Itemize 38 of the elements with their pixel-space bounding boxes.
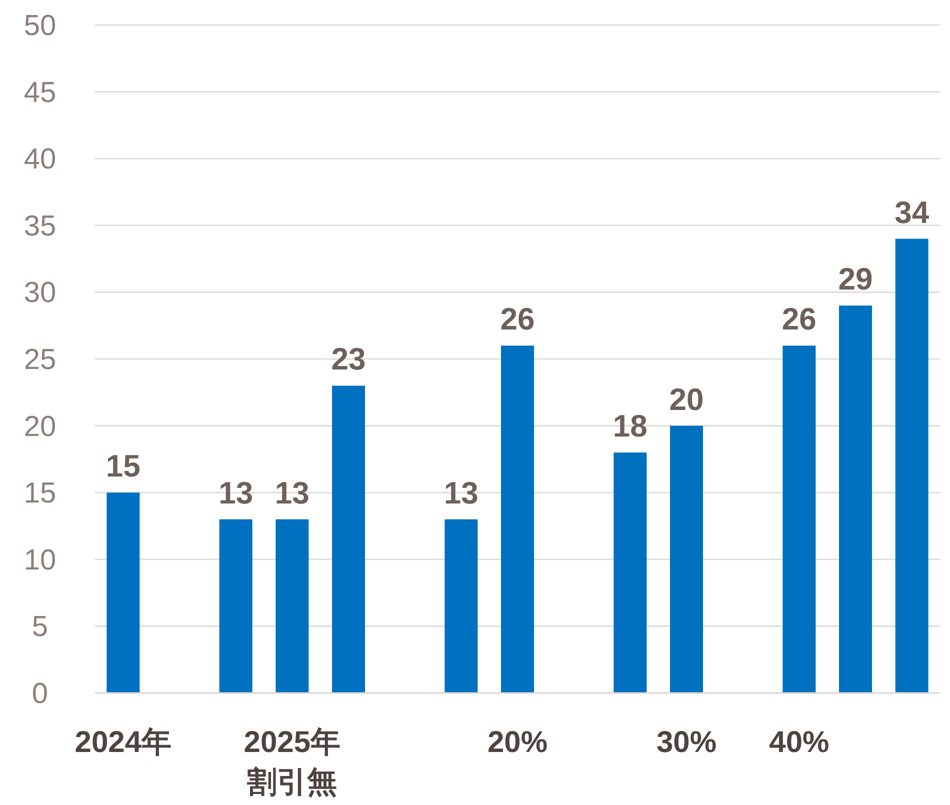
y-tick-label: 40	[24, 144, 56, 176]
bar	[839, 306, 872, 693]
x-tick-label: 40%	[769, 726, 830, 759]
bar	[501, 346, 534, 693]
x-tick-label: 20%	[487, 726, 548, 759]
x-tick-label: 2024年	[74, 726, 172, 759]
y-tick-label: 50	[24, 10, 56, 42]
bar	[670, 426, 703, 693]
bar	[895, 238, 928, 693]
data-label: 23	[331, 342, 366, 377]
y-tick-label: 20	[24, 410, 56, 443]
x-tick-label: 30%	[656, 726, 717, 759]
bar	[219, 519, 252, 693]
y-tick-label: 5	[32, 611, 48, 644]
data-label: 18	[612, 408, 648, 444]
data-label: 13	[218, 475, 254, 510]
data-label: 26	[500, 302, 535, 337]
x-tick-label: 2025年割引無	[244, 726, 341, 799]
y-tick-label: 15	[24, 478, 56, 510]
y-tick-label: 35	[24, 210, 56, 242]
bar	[106, 492, 140, 693]
data-label: 26	[782, 302, 816, 337]
data-label: 13	[274, 475, 310, 510]
data-label: 15	[106, 448, 140, 484]
data-label: 13	[444, 475, 478, 510]
y-tick-label: 30	[24, 277, 56, 310]
bar	[276, 519, 309, 693]
bar	[332, 386, 365, 693]
data-label: 29	[838, 262, 873, 297]
y-tick-label: 45	[24, 76, 56, 109]
y-tick-label: 25	[24, 344, 56, 376]
data-label: 20	[669, 382, 704, 417]
bar	[614, 452, 647, 693]
bar	[444, 519, 478, 693]
data-label: 34	[894, 194, 930, 230]
bar	[782, 346, 816, 693]
y-tick-label: 10	[24, 544, 56, 576]
y-tick-label: 0	[32, 678, 48, 710]
